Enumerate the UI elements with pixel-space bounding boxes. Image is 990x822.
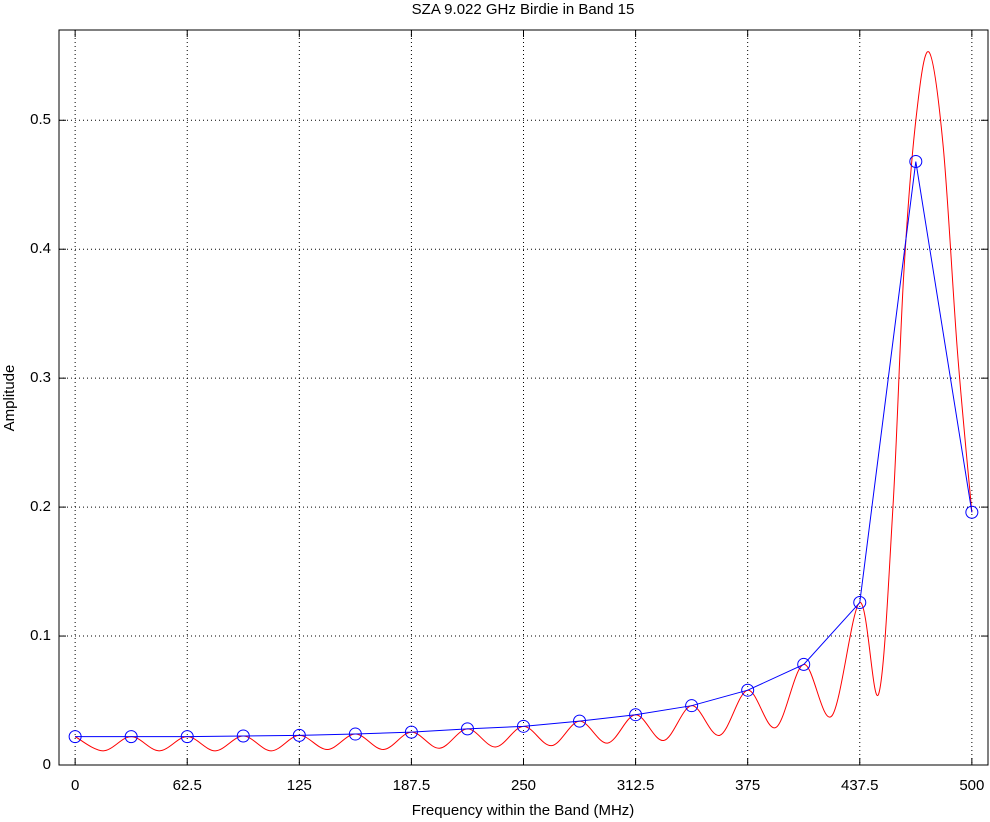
x-tick-label: 500 [959,777,984,794]
data-point [685,699,699,713]
x-tick-label: 375 [735,777,760,794]
x-tick-label: 125 [287,777,312,794]
y-tick-label: 0.2 [30,498,51,515]
x-tick-label: 62.5 [173,777,202,794]
data-point [573,714,587,728]
y-tick-label: 0.3 [30,369,51,386]
x-tick-label: 437.5 [841,777,879,794]
chart-title: SZA 9.022 GHz Birdie in Band 15 [412,1,635,18]
data-point [629,708,643,722]
data-point [236,729,250,743]
x-tick-label: 0 [71,777,79,794]
data-point [124,730,138,744]
y-tick-label: 0.1 [30,627,51,644]
data-point [797,657,811,671]
data-point [180,730,194,744]
data-line [75,161,973,738]
plot-frame [58,29,989,766]
data-point [404,725,418,739]
y-tick-label: 0.5 [30,111,51,128]
data-point [517,719,530,733]
data-point [965,505,979,519]
y-axis-label: Amplitude [1,365,18,432]
data-point [741,683,755,697]
x-tick-label: 250 [511,777,536,794]
data-point [460,722,474,736]
y-tick-label: 0 [43,756,51,773]
data-point [68,730,82,744]
data-point [348,727,362,741]
x-axis-label: Frequency within the Band (MHz) [412,802,635,819]
data-point [909,155,923,169]
data-point [853,596,867,610]
y-tick-label: 0.4 [30,240,51,257]
x-tick-label: 312.5 [617,777,655,794]
data-point [292,728,306,742]
x-tick-label: 187.5 [393,777,431,794]
